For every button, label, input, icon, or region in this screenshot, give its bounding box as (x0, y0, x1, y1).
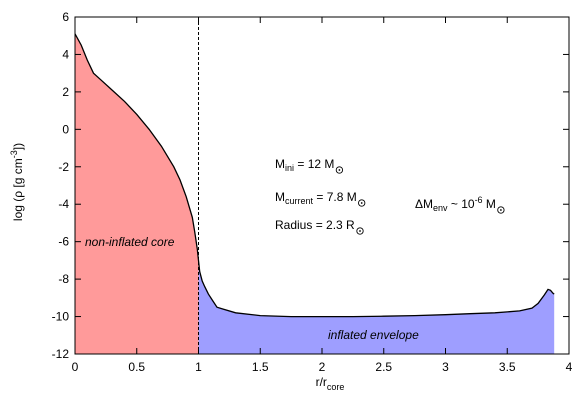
x-tick-label: 2 (319, 360, 326, 374)
density-profile-line (74, 33, 555, 318)
x-tick-label: 1 (195, 360, 202, 374)
envelope-area (198, 260, 555, 354)
x-tick-label: 1.5 (252, 360, 269, 374)
annotation-envelope-mass: ΔMenv ~ 10-6 M (415, 195, 496, 213)
y-axis-label-post: ]) (11, 143, 25, 150)
annotation-initial-mass: Mini = 12 M (275, 157, 334, 173)
y-tick-label: 2 (62, 85, 69, 99)
sun-symbol-icon (497, 206, 505, 214)
y-tick-label: -4 (58, 197, 69, 211)
sun-symbol-dot (360, 202, 363, 204)
x-axis-label-sub: core (327, 382, 345, 392)
x-tick-label: 3 (442, 360, 449, 374)
filled-areas (75, 33, 555, 355)
sun-symbol-icon (356, 227, 364, 235)
y-tick-label: -10 (52, 310, 70, 324)
x-tick-label: 4 (566, 360, 573, 374)
x-tick-label: 0 (72, 360, 79, 374)
core-region-label: non-inflated core (85, 235, 175, 249)
y-axis-label-sup: -3 (9, 150, 19, 158)
sun-symbol-dot (500, 209, 502, 211)
core-area (75, 33, 199, 355)
x-axis-label: r/rcore (316, 375, 345, 392)
x-axis-label-main: r/r (316, 375, 327, 389)
y-tick-label: -2 (58, 160, 69, 174)
y-axis-ticks: 6 4 2 0 -2 -4 -6 -8 -10 -12 (52, 10, 569, 361)
y-tick-label: -12 (52, 347, 70, 361)
sun-symbol-dot (359, 230, 361, 232)
y-tick-label: 4 (62, 47, 69, 61)
y-axis-label-pre: log (ρ [g cm (11, 158, 25, 221)
annotation-radius: Radius = 2.3 R (275, 218, 355, 232)
x-tick-label: 3.5 (499, 360, 516, 374)
envelope-region-label: inflated envelope (328, 328, 419, 342)
y-tick-label: -6 (58, 235, 69, 249)
y-axis-label: log (ρ [g cm-3]) (9, 143, 25, 221)
x-tick-label: 2.5 (375, 360, 392, 374)
y-tick-label: -8 (58, 272, 69, 286)
sun-symbol-icon (358, 199, 366, 207)
annotation-current-mass: Mcurrent = 7.8 M (275, 190, 357, 206)
x-axis-ticks: 0 0.5 1 1.5 2 2.5 3 3.5 4 (72, 17, 573, 374)
y-tick-label: 6 (62, 10, 69, 24)
x-tick-label: 0.5 (128, 360, 145, 374)
y-tick-label: 0 (62, 122, 69, 136)
sun-symbol-icon (335, 166, 344, 174)
sun-symbol-dot (338, 169, 341, 171)
